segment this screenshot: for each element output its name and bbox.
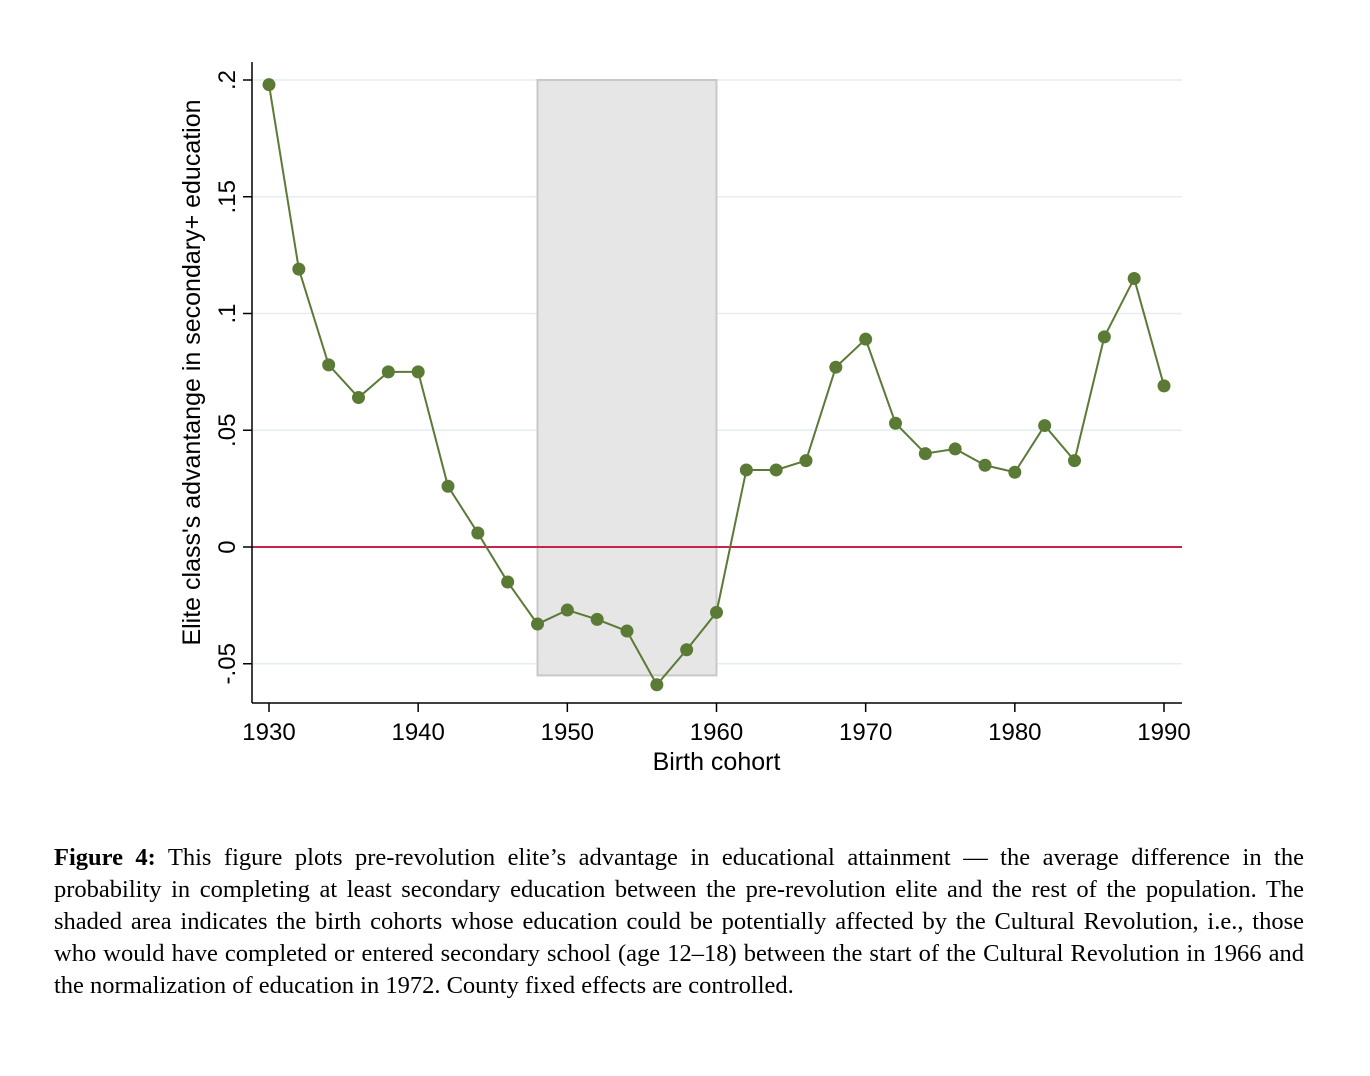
y-tick-label: -.05 (214, 643, 241, 684)
x-tick-label: 1970 (839, 719, 892, 746)
data-point (1008, 465, 1022, 479)
data-point (1068, 454, 1081, 468)
y-tick-label: .05 (214, 414, 241, 447)
data-point (501, 575, 515, 589)
data-point (381, 365, 395, 379)
data-point (1038, 419, 1052, 433)
figure-caption: Figure 4: This figure plots pre-revoluti… (54, 842, 1304, 1002)
cultural-revolution-shaded-area (536, 79, 718, 677)
data-point (322, 358, 336, 372)
x-tick-label: 1930 (242, 719, 295, 746)
y-tick-label: .1 (214, 303, 241, 323)
y-axis-title: Elite class's advantange in secondary+ e… (178, 99, 206, 645)
data-point (889, 416, 902, 430)
data-point (650, 678, 664, 692)
data-point (262, 78, 276, 92)
data-point (531, 617, 544, 631)
data-point (1127, 271, 1141, 285)
x-tick-label: 1940 (391, 719, 444, 746)
figure-caption-text: This figure plots pre-revolution elite’s… (54, 844, 1304, 999)
x-axis-title: Birth cohort (653, 748, 781, 776)
data-point (292, 262, 306, 276)
data-point (471, 526, 485, 540)
y-tick-label: .2 (214, 70, 241, 90)
data-point (859, 332, 873, 346)
data-point (620, 624, 634, 638)
y-tick-label: .15 (214, 180, 241, 213)
data-point (829, 360, 843, 374)
data-point (769, 463, 783, 477)
data-point (411, 365, 425, 379)
figure-caption-label: Figure 4: (54, 844, 156, 871)
chart: 1930 1940 1950 1960 1970 1980 1990 -.05 0 .05 .1 .1… (178, 62, 1191, 776)
data-point (352, 391, 365, 405)
x-tick-label: 1960 (690, 719, 743, 746)
data-point (799, 454, 813, 468)
data-point (560, 603, 574, 617)
data-point (1097, 330, 1111, 344)
y-tick-label: 0 (214, 540, 241, 553)
data-point (680, 643, 694, 657)
data-point (590, 612, 604, 626)
data-point (1157, 379, 1171, 393)
data-point (948, 442, 962, 456)
data-point (739, 463, 753, 477)
axes: 1930 1940 1950 1960 1970 1980 1990 -.05 0 .05 .1 .1… (214, 62, 1191, 746)
x-tick-label: 1990 (1137, 719, 1190, 746)
data-point (978, 458, 992, 472)
data-point (918, 447, 932, 461)
data-point (710, 605, 723, 619)
x-tick-label: 1980 (988, 719, 1041, 746)
x-tick-label: 1950 (541, 719, 594, 746)
data-point (441, 479, 455, 493)
data-series (262, 78, 1171, 692)
